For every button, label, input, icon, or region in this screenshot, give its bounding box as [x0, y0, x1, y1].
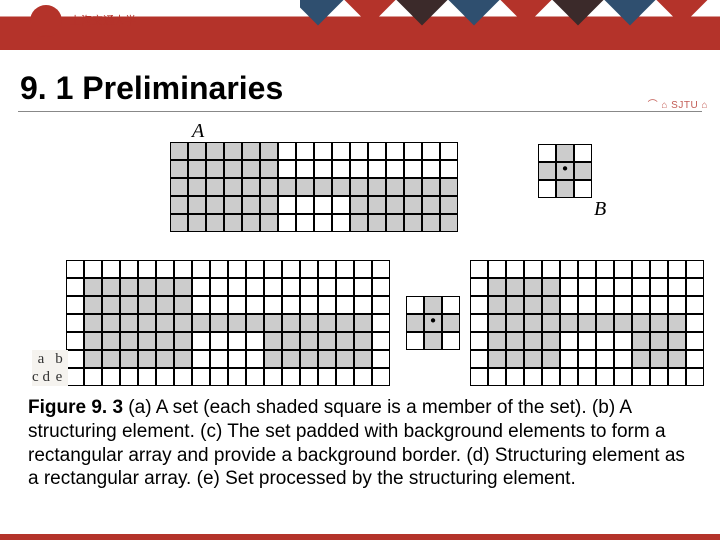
- grid-a: [170, 142, 458, 232]
- banner: 上海交通大学: [0, 0, 720, 50]
- section-title: 9. 1 Preliminaries: [20, 70, 720, 107]
- caption-bold: Figure 9. 3: [28, 397, 123, 418]
- sublabel-box: abc de: [32, 350, 68, 386]
- grid-d: [406, 296, 460, 350]
- banner-ornament: [300, 0, 720, 50]
- figure-caption: Figure 9. 3 (a) A set (each shaded squar…: [20, 396, 700, 491]
- university-name: 上海交通大学: [70, 12, 136, 28]
- watermark: ⌒ ⌂ SJTU ⌂: [648, 96, 708, 111]
- grid-b: [538, 144, 592, 198]
- label-b: B: [594, 198, 606, 221]
- title-rule: [18, 111, 702, 112]
- grid-e: [470, 260, 704, 386]
- content: A B abc de Figure 9. 3 (a) A set (each s…: [0, 120, 720, 491]
- footer-bar: [0, 534, 720, 540]
- caption-text: (a) A set (each shaded square is a membe…: [28, 397, 685, 489]
- grid-c: [66, 260, 390, 386]
- label-a: A: [192, 120, 204, 143]
- figures-area: A B abc de: [20, 120, 700, 392]
